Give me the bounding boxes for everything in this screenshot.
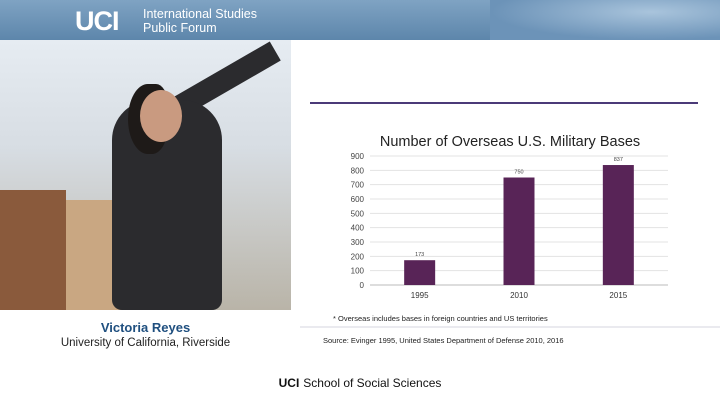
y-tick-label: 800 bbox=[351, 166, 365, 175]
forum-title: International Studies Public Forum bbox=[143, 7, 257, 35]
data-label: 173 bbox=[415, 252, 424, 258]
y-tick-label: 300 bbox=[351, 238, 365, 247]
podium bbox=[0, 190, 66, 310]
footer-text: School of Social Sciences bbox=[303, 376, 442, 390]
header-banner: UCI International Studies Public Forum bbox=[0, 0, 720, 40]
speaker-name: Victoria Reyes bbox=[100, 320, 191, 335]
y-tick-label: 900 bbox=[351, 152, 365, 161]
footer: UCI School of Social Sciences bbox=[0, 376, 720, 390]
bar-2010 bbox=[503, 177, 535, 285]
bar-1995 bbox=[404, 260, 436, 285]
y-tick-label: 500 bbox=[351, 209, 365, 218]
y-tick-label: 100 bbox=[351, 267, 365, 276]
globe-graphic bbox=[490, 0, 720, 40]
data-label: 837 bbox=[614, 157, 623, 163]
data-label: 750 bbox=[514, 170, 523, 176]
speaker-affiliation: University of California, Riverside bbox=[60, 337, 231, 349]
chart-title: Number of Overseas U.S. Military Bases bbox=[380, 134, 640, 150]
chart-source: Source: Evinger 1995, United States Depa… bbox=[323, 336, 564, 345]
y-tick-label: 600 bbox=[351, 195, 365, 204]
forum-title-line2: Public Forum bbox=[143, 21, 217, 35]
bar-2015 bbox=[602, 165, 634, 285]
x-tick-label: 1995 bbox=[411, 291, 429, 300]
footer-logo: UCI bbox=[278, 376, 300, 390]
y-tick-label: 200 bbox=[351, 252, 365, 261]
chart-footnote: * Overseas includes bases in foreign cou… bbox=[333, 314, 548, 323]
y-tick-label: 400 bbox=[351, 224, 365, 233]
speaker-video bbox=[0, 40, 291, 310]
x-tick-label: 2010 bbox=[510, 291, 528, 300]
forum-title-line1: International Studies bbox=[143, 7, 257, 21]
uci-logo: UCI bbox=[75, 6, 119, 36]
y-tick-label: 0 bbox=[360, 281, 365, 290]
y-tick-label: 700 bbox=[351, 181, 365, 190]
x-tick-label: 2015 bbox=[609, 291, 627, 300]
speaker-head bbox=[140, 90, 182, 142]
